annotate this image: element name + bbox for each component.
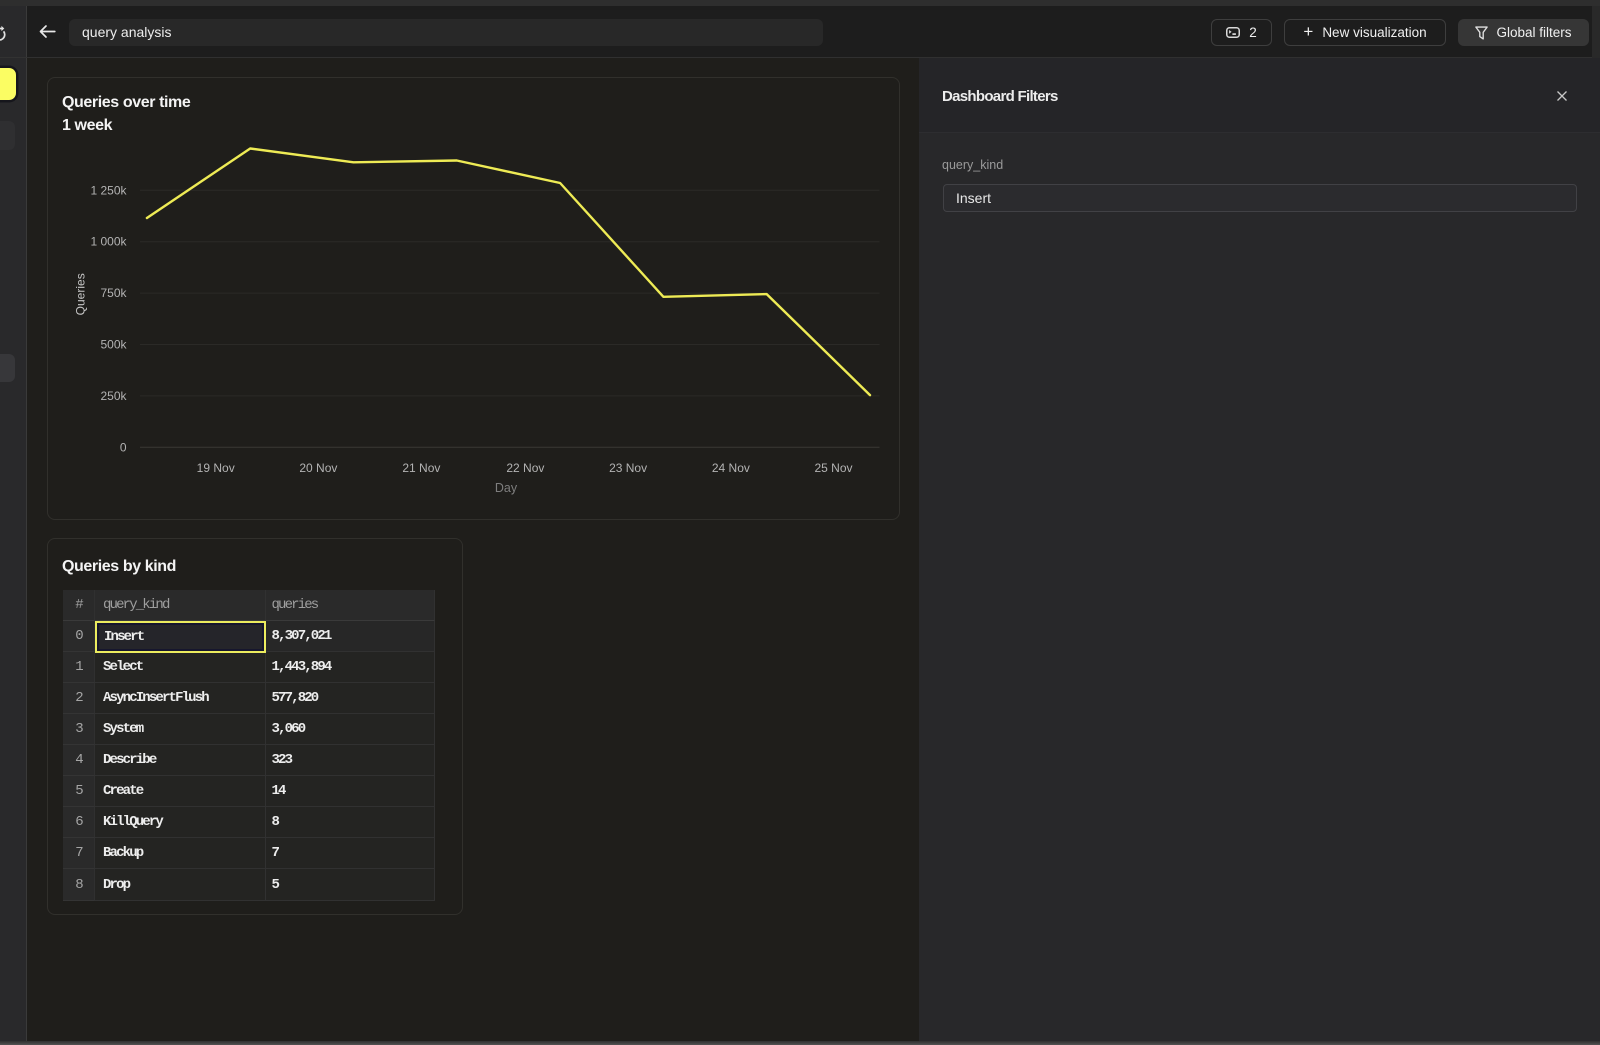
svg-text:Day: Day xyxy=(495,481,518,495)
svg-text:23 Nov: 23 Nov xyxy=(609,461,647,475)
svg-text:1 250k: 1 250k xyxy=(90,183,127,197)
svg-text:19 Nov: 19 Nov xyxy=(197,461,235,475)
svg-text:750k: 750k xyxy=(100,286,127,300)
svg-text:Queries: Queries xyxy=(73,273,87,315)
svg-text:22 Nov: 22 Nov xyxy=(506,461,544,475)
svg-text:21 Nov: 21 Nov xyxy=(402,461,440,475)
svg-text:0: 0 xyxy=(120,440,127,454)
svg-text:500k: 500k xyxy=(100,338,127,352)
svg-text:250k: 250k xyxy=(100,389,127,403)
svg-text:1 000k: 1 000k xyxy=(90,235,127,249)
svg-text:24 Nov: 24 Nov xyxy=(712,461,750,475)
svg-text:20 Nov: 20 Nov xyxy=(299,461,337,475)
svg-text:25 Nov: 25 Nov xyxy=(814,461,852,475)
